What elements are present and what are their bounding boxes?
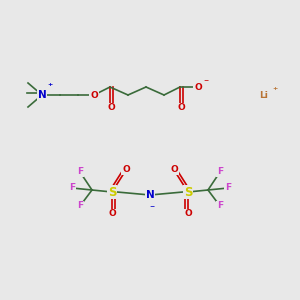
Text: F: F	[77, 202, 83, 211]
Text: O: O	[170, 166, 178, 175]
Text: +: +	[47, 82, 52, 88]
Text: F: F	[225, 184, 231, 193]
Text: +: +	[272, 85, 278, 91]
Text: O: O	[122, 166, 130, 175]
Text: S: S	[108, 185, 116, 199]
Text: O: O	[194, 82, 202, 91]
Text: S: S	[184, 185, 192, 199]
Text: O: O	[108, 209, 116, 218]
Text: N: N	[146, 190, 154, 200]
Text: O: O	[90, 91, 98, 100]
Text: O: O	[184, 209, 192, 218]
Text: Li: Li	[260, 91, 268, 100]
Text: O: O	[108, 103, 116, 112]
Text: F: F	[77, 167, 83, 176]
Text: F: F	[217, 167, 223, 176]
Text: O: O	[178, 103, 185, 112]
Text: −: −	[203, 77, 208, 83]
Text: −: −	[149, 203, 154, 208]
Text: F: F	[69, 184, 75, 193]
Text: F: F	[217, 202, 223, 211]
Text: N: N	[38, 90, 46, 100]
